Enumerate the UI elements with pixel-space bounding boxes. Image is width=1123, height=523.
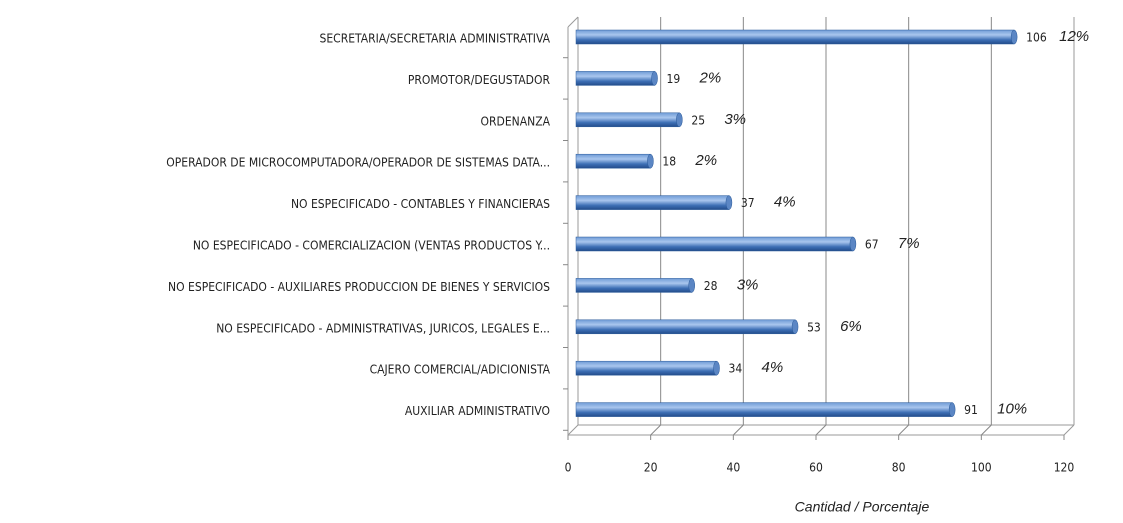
y-tick-label: NO ESPECIFICADO - COMERCIALIZACION (VENT…: [193, 239, 550, 253]
percent-label: 2%: [699, 69, 722, 86]
bar-cap: [713, 360, 720, 376]
percent-label: 4%: [762, 359, 784, 376]
percent-label: 2%: [694, 152, 717, 169]
bar: [575, 195, 730, 210]
percent-label: 12%: [1059, 28, 1089, 45]
bar: [575, 319, 796, 335]
bar: [575, 71, 655, 86]
y-tick-label: CAJERO COMERCIAL/ADICIONISTA: [370, 363, 551, 377]
grid-line: [980, 17, 992, 436]
value-label: 25: [691, 113, 705, 127]
bar-cap: [651, 71, 658, 86]
y-tick-label: NO ESPECIFICADO - ADMINISTRATIVAS, JURIC…: [216, 321, 550, 335]
x-tick-label: 0: [565, 461, 572, 475]
x-tick-label: 120: [1054, 461, 1075, 475]
y-tick-label: SECRETARIA/SECRETARIA ADMINISTRATIVA: [320, 32, 551, 46]
y-tick-label: NO ESPECIFICADO - CONTABLES Y FINANCIERA…: [291, 197, 550, 211]
grid-line: [815, 17, 827, 436]
grid-line: [650, 17, 662, 436]
value-label: 37: [741, 196, 755, 210]
y-tick-label: OPERADOR DE MICROCOMPUTADORA/OPERADOR DE…: [166, 156, 550, 170]
bar-cap: [647, 153, 654, 169]
bar: [575, 360, 717, 376]
percent-label: 6%: [840, 318, 862, 335]
bar: [575, 153, 651, 169]
grid-line: [898, 17, 910, 436]
value-label: 91: [964, 403, 978, 417]
x-axis-title: Cantidad / Porcentaje: [795, 499, 930, 515]
percent-label: 3%: [737, 276, 759, 293]
percent-label: 7%: [898, 235, 920, 252]
percent-label: 4%: [774, 194, 796, 211]
bar-cap: [688, 278, 695, 293]
grid-line: [732, 17, 744, 436]
bar-cap: [725, 195, 733, 210]
y-tick-label: PROMOTOR/DEGUSTADOR: [408, 73, 551, 87]
x-tick-label: 60: [809, 461, 823, 475]
bar: [575, 29, 1015, 45]
bar-cap: [791, 319, 799, 335]
bar: [575, 236, 854, 252]
bar-cap: [676, 112, 683, 128]
x-tick-label: 20: [644, 461, 658, 475]
value-label: 18: [662, 155, 676, 169]
value-label: 53: [807, 320, 821, 334]
value-label: 106: [1026, 31, 1047, 45]
bar: [575, 112, 680, 128]
value-label: 28: [704, 279, 718, 293]
x-tick-label: 40: [726, 461, 740, 475]
x-tick-label: 80: [892, 461, 906, 475]
bar: [575, 278, 692, 293]
percent-label: 10%: [997, 401, 1027, 418]
bar-cap: [1010, 29, 1018, 45]
bar-cap: [849, 236, 857, 252]
x-tick-label: 100: [971, 461, 992, 475]
value-label: 67: [865, 238, 879, 252]
y-tick-label: AUXILIAR ADMINISTRATIVO: [405, 404, 550, 418]
percent-label: 3%: [724, 111, 746, 128]
bar-cap: [948, 402, 956, 417]
value-label: 34: [729, 362, 743, 376]
bar: [575, 402, 953, 417]
value-label: 19: [667, 72, 681, 86]
y-tick-label: NO ESPECIFICADO - AUXILIARES PRODUCCION …: [168, 280, 550, 294]
y-tick-label: ORDENANZA: [481, 114, 551, 128]
